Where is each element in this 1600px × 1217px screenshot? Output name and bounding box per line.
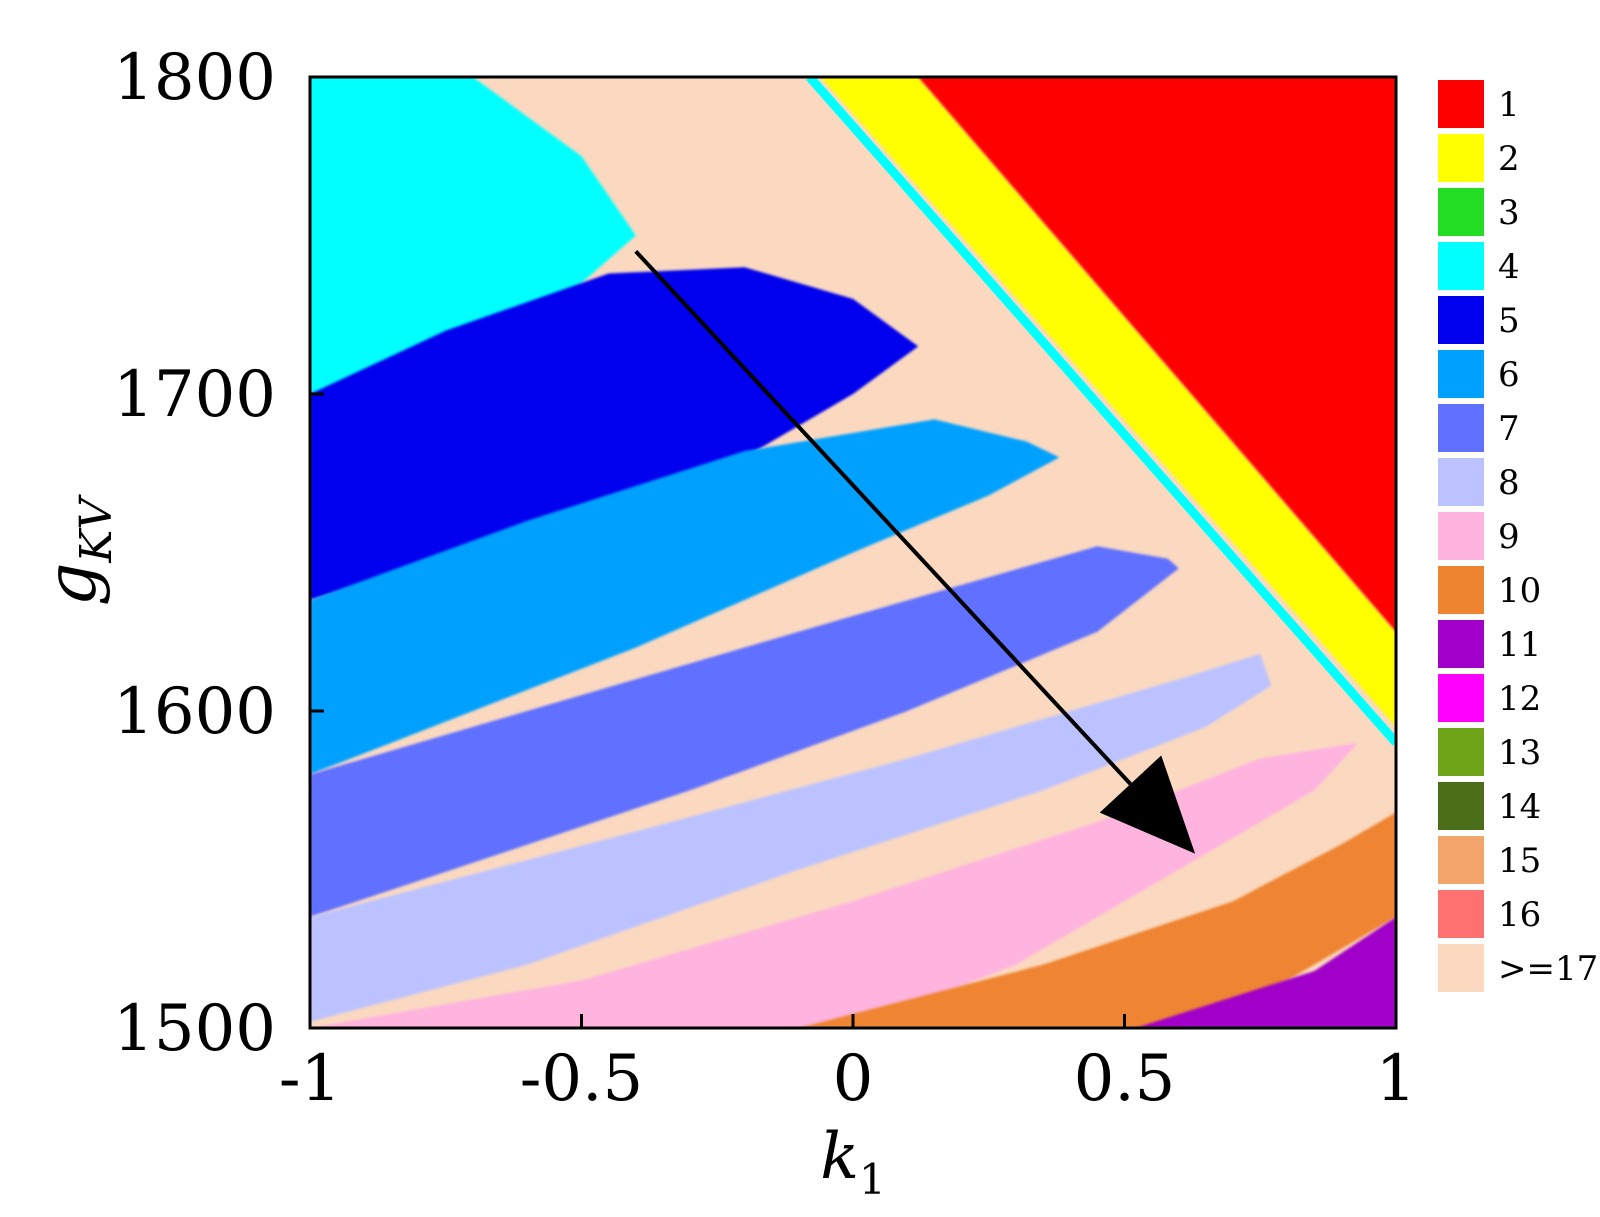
legend-label: 16 [1498,895,1541,935]
legend-swatch [1438,188,1484,236]
legend-label: >=17 [1498,949,1598,989]
legend-label: 1 [1498,85,1520,125]
arrow-head [1099,755,1196,854]
x-axis-label-subscript: 1 [859,1155,886,1204]
y-axis-label-subscript: KV [71,494,122,564]
legend-swatch [1438,674,1484,722]
legend-swatch [1438,782,1484,830]
region-8-4 [310,653,1272,1022]
legend-label: 14 [1498,787,1541,827]
x-tick-label: -0.5 [520,1042,643,1116]
region-1-9 [918,77,1396,632]
y-tick-label: 1500 [113,992,276,1066]
legend-label: 4 [1498,247,1520,287]
legend-label: 12 [1498,679,1541,719]
y-tick-label: 1600 [113,675,276,749]
legend-label: 3 [1498,193,1520,233]
y-axis-label: gKV [33,494,122,606]
legend-label: 9 [1498,517,1520,557]
legend-swatch [1438,728,1484,776]
legend-swatch [1438,296,1484,344]
legend-label: 11 [1498,625,1541,665]
legend-label: 7 [1498,409,1520,449]
x-tick-label: 0 [833,1042,874,1116]
legend-swatch [1438,620,1484,668]
region-10-6 [798,812,1396,1028]
legend-label: 10 [1498,571,1541,611]
legend-label: 15 [1498,841,1541,881]
x-axis-label: k1 [820,1120,886,1204]
x-axis-label-main: k [820,1120,859,1194]
region-4-0 [310,77,636,394]
legend-label: 5 [1498,301,1520,341]
legend-swatch [1438,80,1484,128]
legend-label: 6 [1498,355,1520,395]
y-tick-label: 1800 [113,41,276,115]
y-axis-label-main: g [33,563,112,607]
region-4-boundary-stripe [806,77,1396,746]
legend-swatch [1438,242,1484,290]
region-11-7 [1135,917,1396,1028]
legend-swatch [1438,566,1484,614]
x-tick-label: 0.5 [1074,1042,1176,1116]
legend-label: 13 [1498,733,1541,773]
legend-swatch [1438,458,1484,506]
legend-label: 2 [1498,139,1520,179]
legend-swatch [1438,404,1484,452]
legend-swatch [1438,134,1484,182]
legend-swatch [1438,890,1484,938]
legend-swatch [1438,944,1484,992]
arrow-shaft [634,249,1132,786]
legend-swatch [1438,350,1484,398]
region-5-1 [310,267,919,601]
legend-label: 8 [1498,463,1520,503]
x-tick-label: -1 [279,1042,341,1116]
legend-swatch [1438,512,1484,560]
region-9-5 [310,742,1358,1028]
legend-swatch [1438,836,1484,884]
y-tick-label: 1700 [113,358,276,432]
region-7-3 [310,546,1179,917]
x-tick-label: 1 [1376,1042,1417,1116]
x-axis: -1 -0.5 0 0.5 1 [279,1014,1417,1116]
y-axis: 1500 1600 1700 1800 [113,41,324,1066]
trajectory-arrow-layer [634,249,1196,854]
region-2-8 [820,77,1396,727]
